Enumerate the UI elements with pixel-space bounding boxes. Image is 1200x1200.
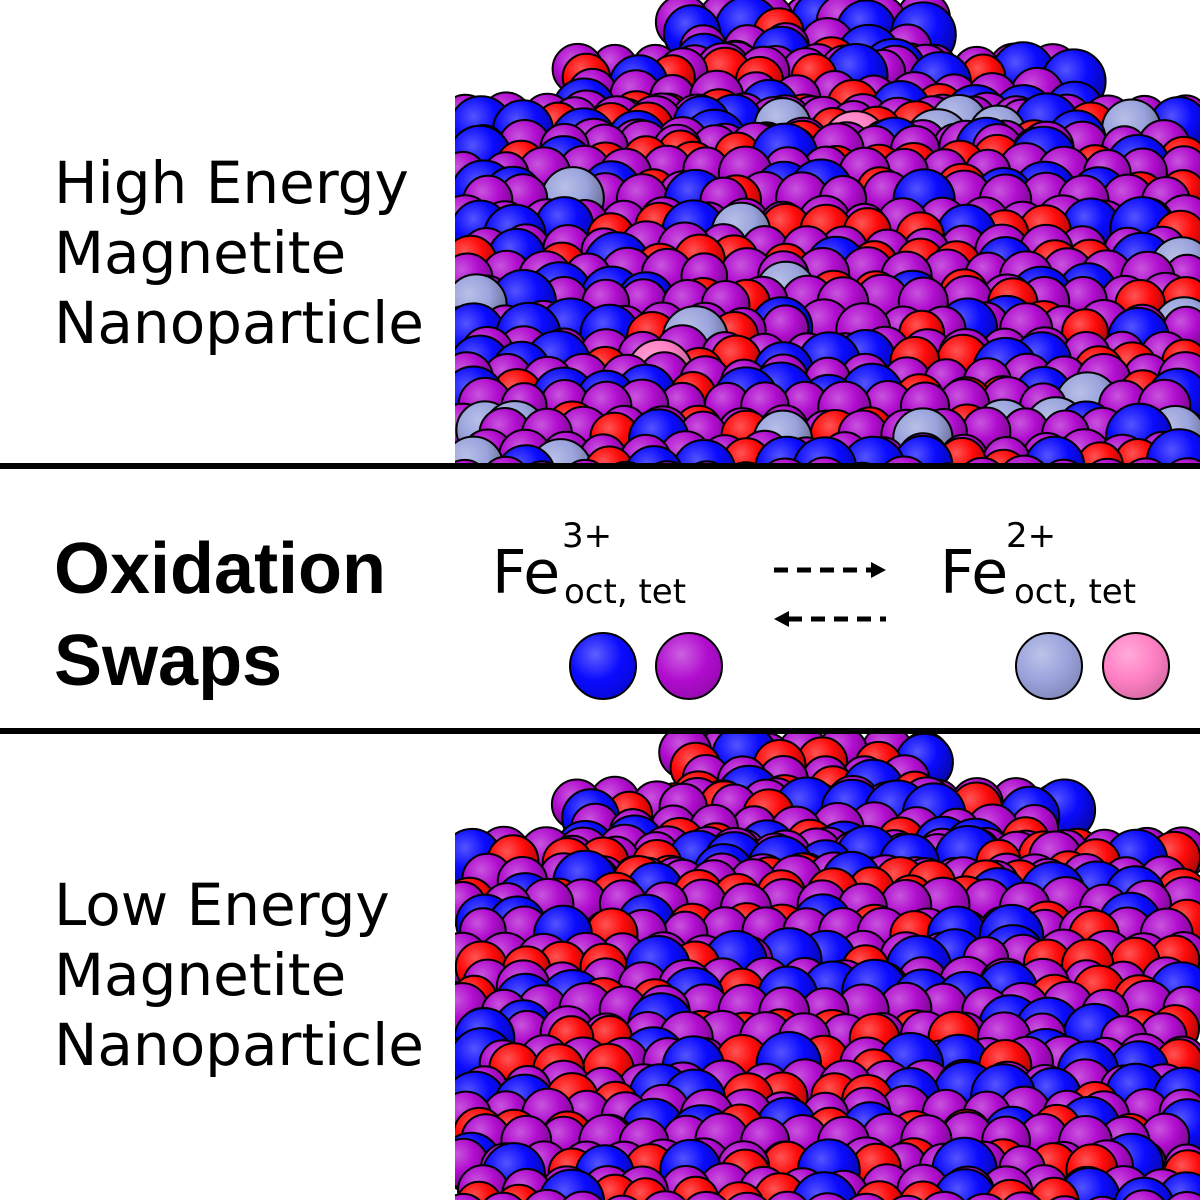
swap-arrows — [774, 562, 886, 627]
atom-sphere — [1129, 457, 1163, 463]
atom-sphere — [585, 445, 634, 463]
high-energy-particle-svg — [455, 0, 1200, 463]
atom-sphere — [607, 1194, 638, 1200]
fe2-sites: oct, tet — [1014, 572, 1137, 612]
atom-sphere — [848, 1192, 885, 1200]
label-line: Swaps — [54, 621, 283, 701]
atom-sphere — [455, 458, 479, 463]
high-energy-label: High Energy Magnetite Nanoparticle — [54, 148, 424, 358]
atom-sphere — [768, 457, 802, 463]
label-line: Oxidation — [54, 529, 387, 609]
label-line: Nanoparticle — [54, 289, 424, 357]
label-line: Magnetite — [54, 941, 347, 1009]
atom-sphere — [655, 460, 680, 463]
fe3-octahedral-legend-ball — [569, 632, 637, 700]
fe3-tetrahedral-legend-ball — [655, 632, 723, 700]
atom-sphere — [1122, 1189, 1165, 1200]
label-line: Nanoparticle — [54, 1011, 424, 1079]
atom-sphere — [1167, 1191, 1200, 1200]
atom-sphere — [695, 460, 718, 463]
atom-sphere — [626, 445, 682, 463]
atom-sphere — [455, 435, 505, 463]
atom-sphere — [924, 1190, 965, 1200]
low-energy-particle-svg — [455, 734, 1200, 1200]
oxidation-swaps-label: Oxidation Swaps — [54, 523, 386, 707]
bottom-divider — [0, 728, 1200, 734]
atom-sphere — [644, 1190, 686, 1200]
atom-sphere — [530, 460, 554, 463]
atom-sphere — [1170, 457, 1200, 463]
atom-sphere — [884, 455, 923, 463]
atom-sphere — [571, 458, 599, 463]
fe2-charge: 2+ — [1006, 516, 1057, 556]
label-line: High Energy — [54, 149, 409, 217]
atom-sphere — [792, 436, 857, 463]
atom-sphere — [1004, 454, 1044, 463]
atom-sphere — [1024, 435, 1086, 463]
atom-sphere — [615, 460, 637, 463]
atom-sphere — [1049, 458, 1078, 463]
atom-sphere — [892, 1194, 923, 1200]
atom-sphere — [686, 1190, 727, 1200]
fe3-sites: oct, tet — [564, 572, 687, 612]
atom-sphere — [965, 456, 999, 463]
forward-dashed-arrow-icon — [774, 562, 886, 578]
fe2-formula: Fe 2+ oct, tet — [940, 516, 1136, 612]
atom-sphere — [487, 455, 524, 463]
atom-sphere — [1003, 1191, 1042, 1200]
atom-sphere — [791, 1171, 858, 1200]
atom-sphere — [767, 1190, 807, 1200]
low-energy-label: Low Energy Magnetite Nanoparticle — [54, 870, 424, 1080]
atom-sphere — [455, 1192, 481, 1200]
atom-sphere — [525, 1188, 569, 1200]
atom-sphere — [672, 439, 736, 463]
high-energy-nanoparticle-image — [455, 0, 1200, 463]
fe3-formula: Fe 3+ oct, tet — [492, 516, 686, 612]
atom-sphere — [807, 456, 842, 463]
atom-sphere — [1088, 1195, 1116, 1200]
atom-sphere — [808, 1192, 847, 1200]
atom-sphere — [1028, 1176, 1080, 1200]
atom-sphere — [736, 461, 756, 463]
backward-dashed-arrow-icon — [774, 611, 886, 627]
low-energy-nanoparticle-image — [455, 734, 1200, 1200]
top-divider — [0, 463, 1200, 469]
fe2-tetrahedral-legend-ball — [1102, 632, 1170, 700]
atom-sphere — [484, 1191, 522, 1200]
atom-sphere — [562, 1190, 603, 1200]
atom-sphere — [966, 1192, 1003, 1200]
fe2-octahedral-legend-ball — [1015, 632, 1083, 700]
fe3-element: Fe — [492, 538, 561, 608]
label-line: Low Energy — [54, 871, 390, 939]
atom-sphere — [1050, 1195, 1080, 1200]
label-line: Magnetite — [54, 219, 347, 287]
atom-sphere — [840, 435, 906, 463]
fe2-element: Fe — [940, 538, 1009, 608]
fe3-charge: 3+ — [562, 516, 613, 556]
atom-sphere — [1091, 457, 1123, 463]
atom-sphere — [727, 1191, 767, 1200]
atom-sphere — [1076, 441, 1124, 463]
